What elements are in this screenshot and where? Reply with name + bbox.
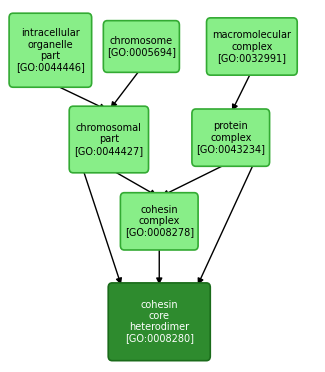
Text: cohesin
core
heterodimer
[GO:0008280]: cohesin core heterodimer [GO:0008280] xyxy=(125,300,194,344)
FancyBboxPatch shape xyxy=(108,283,210,361)
FancyBboxPatch shape xyxy=(69,106,149,173)
FancyBboxPatch shape xyxy=(192,109,269,166)
Text: macromolecular
complex
[GO:0032991]: macromolecular complex [GO:0032991] xyxy=(212,30,292,63)
Text: chromosome
[GO:0005694]: chromosome [GO:0005694] xyxy=(107,36,176,57)
FancyBboxPatch shape xyxy=(207,18,297,75)
FancyBboxPatch shape xyxy=(120,193,198,250)
Text: cohesin
complex
[GO:0008278]: cohesin complex [GO:0008278] xyxy=(125,205,194,238)
Text: protein
complex
[GO:0043234]: protein complex [GO:0043234] xyxy=(196,121,265,154)
FancyBboxPatch shape xyxy=(103,20,179,72)
FancyBboxPatch shape xyxy=(9,13,92,87)
Text: intracellular
organelle
part
[GO:0044446]: intracellular organelle part [GO:0044446… xyxy=(16,28,85,72)
Text: chromosomal
part
[GO:0044427]: chromosomal part [GO:0044427] xyxy=(74,123,143,156)
